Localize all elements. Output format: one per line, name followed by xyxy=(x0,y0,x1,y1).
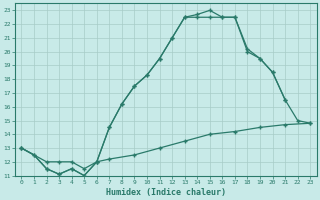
X-axis label: Humidex (Indice chaleur): Humidex (Indice chaleur) xyxy=(106,188,226,197)
